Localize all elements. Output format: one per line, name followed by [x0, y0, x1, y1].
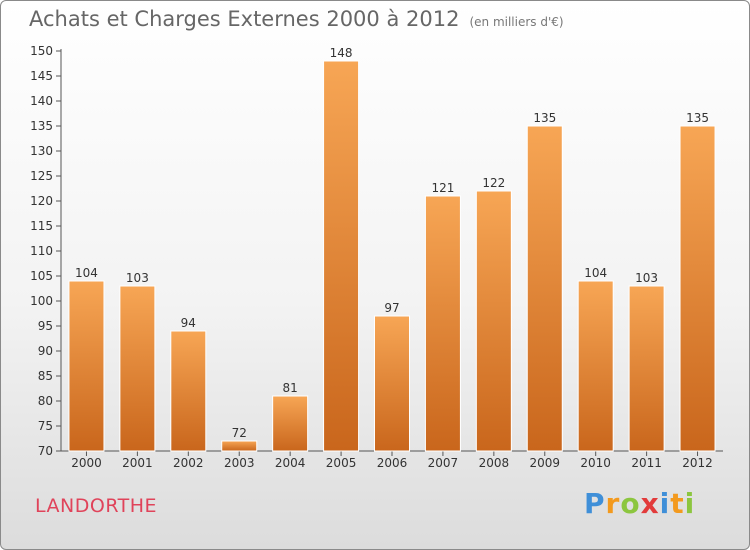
x-tick-label: 2005 [326, 456, 357, 470]
logo-letter: i [684, 487, 696, 520]
bar-value-label: 103 [126, 271, 149, 285]
y-tick-label: 130 [30, 144, 53, 158]
y-axis: 70 75 80 85 90 95 100 105 110 115 120 125 130 135 140 1… [30, 44, 62, 458]
bar-value-label: 81 [283, 381, 298, 395]
bar [374, 315, 410, 452]
bar [628, 285, 665, 452]
bar [323, 60, 360, 452]
y-tick-label: 140 [30, 94, 53, 108]
y-tick-label: 75 [38, 419, 53, 433]
commune-name: LANDORTHE [35, 495, 158, 517]
logo-letter: t [670, 487, 685, 520]
bar [577, 280, 614, 452]
y-tick-label: 70 [38, 444, 53, 458]
proxiti-logo: Proxiti [584, 487, 695, 520]
bar-value-label: 135 [686, 111, 709, 125]
logo-letter: r [605, 487, 621, 520]
bar-value-label: 121 [431, 181, 454, 195]
bar [526, 125, 563, 452]
bars: 104 103 94 72 81 148 97 121 122 135 104 103 135 [68, 46, 716, 452]
x-tick-label: 2004 [275, 456, 306, 470]
chart-subtitle: (en milliers d'€) [469, 15, 564, 29]
logo-letter: i [659, 487, 671, 520]
bar [119, 285, 156, 452]
bar [679, 125, 716, 452]
x-tick-label: 2000 [71, 456, 102, 470]
logo-letter: o [620, 487, 641, 520]
bar [68, 280, 105, 452]
x-tick-label: 2006 [377, 456, 408, 470]
bar-value-label: 148 [330, 46, 353, 60]
y-tick-label: 115 [30, 219, 53, 233]
x-tick-label: 2003 [224, 456, 255, 470]
bar-value-label: 122 [482, 176, 505, 190]
y-tick-label: 90 [38, 344, 53, 358]
x-tick-label: 2008 [479, 456, 510, 470]
x-tick-label: 2009 [529, 456, 560, 470]
y-tick-label: 135 [30, 119, 53, 133]
y-tick-label: 105 [30, 269, 53, 283]
y-tick-label: 145 [30, 69, 53, 83]
bar [221, 440, 258, 452]
bar [424, 195, 461, 452]
y-tick-label: 95 [38, 319, 53, 333]
bar [272, 395, 309, 452]
logo-letter: P [584, 487, 606, 520]
bar-value-label: 97 [384, 301, 399, 315]
x-tick-label: 2001 [122, 456, 153, 470]
bar-value-label: 104 [584, 266, 607, 280]
bar [170, 330, 207, 452]
x-tick-label: 2002 [173, 456, 204, 470]
x-tick-label: 2012 [682, 456, 713, 470]
bar-value-label: 103 [635, 271, 658, 285]
y-tick-label: 100 [30, 294, 53, 308]
bar-value-label: 72 [232, 426, 247, 440]
bar-value-label: 135 [533, 111, 556, 125]
x-tick-label: 2007 [428, 456, 459, 470]
x-tick-label: 2010 [580, 456, 611, 470]
bar [475, 190, 512, 452]
y-tick-label: 150 [30, 44, 53, 58]
x-tick-label: 2011 [631, 456, 662, 470]
chart-title: Achats et Charges Externes 2000 à 2012 (e… [29, 7, 564, 31]
y-tick-label: 85 [38, 369, 53, 383]
logo-letter: x [640, 487, 660, 520]
y-tick-label: 120 [30, 194, 53, 208]
bar-value-label: 94 [181, 316, 196, 330]
x-axis: 2000 2001 2002 2003 2004 2005 2006 2007 2008 2009… [61, 450, 723, 470]
y-tick-label: 110 [30, 244, 53, 258]
y-tick-label: 80 [38, 394, 53, 408]
title-text: Achats et Charges Externes 2000 à 2012 [29, 7, 460, 31]
y-tick-label: 125 [30, 169, 53, 183]
bar-value-label: 104 [75, 266, 98, 280]
